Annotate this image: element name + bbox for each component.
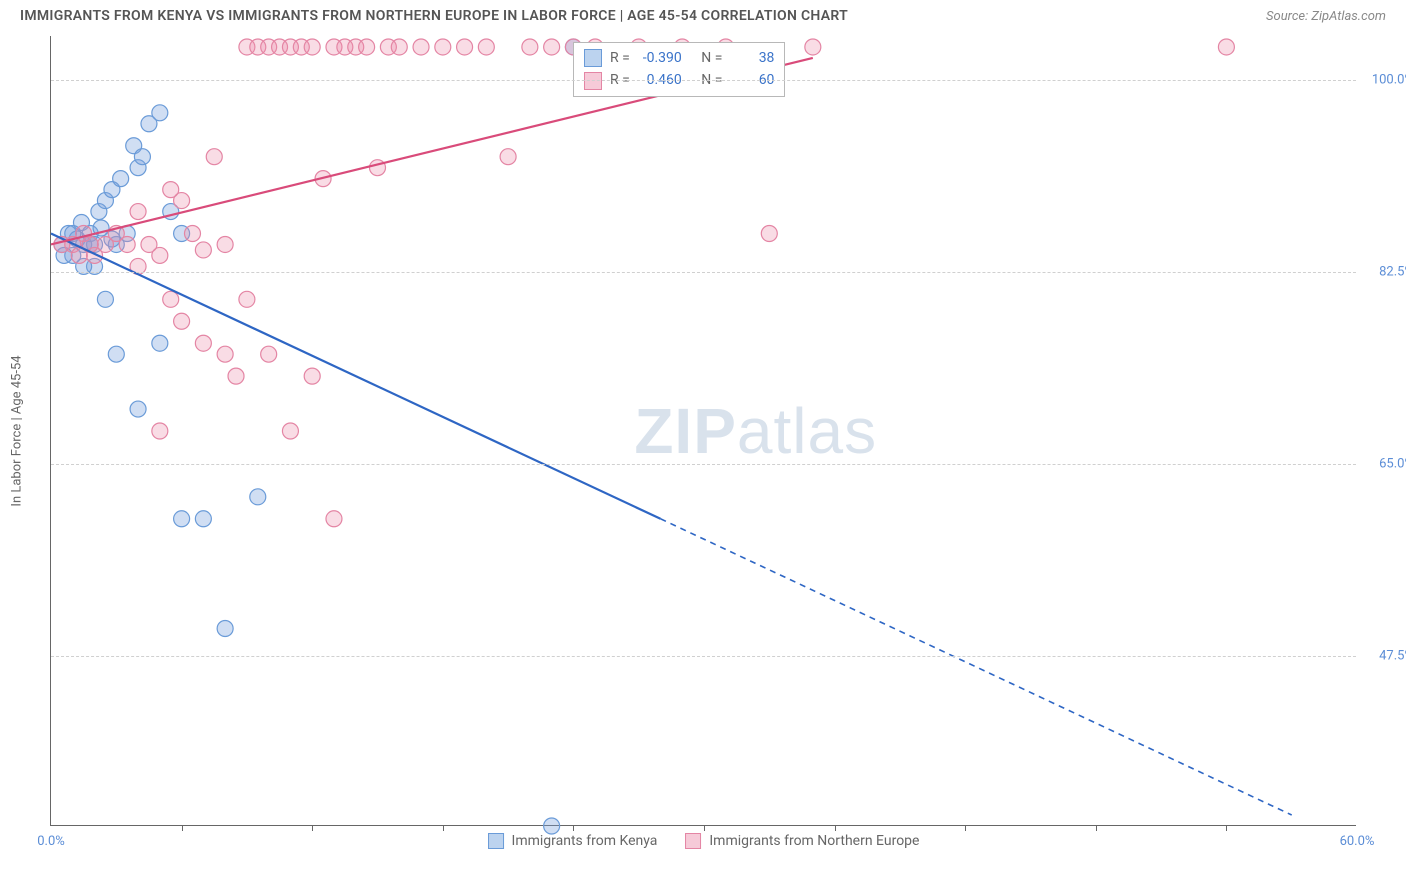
data-point <box>195 242 211 258</box>
x-tick <box>835 825 836 831</box>
regression-line-extrapolated <box>660 519 1291 815</box>
legend: Immigrants from Kenya Immigrants from No… <box>488 833 920 849</box>
data-point <box>134 149 150 165</box>
legend-item-kenya: Immigrants from Kenya <box>488 833 658 849</box>
gridline <box>51 464 1356 465</box>
data-point <box>108 346 124 362</box>
data-point <box>174 511 190 527</box>
data-point <box>217 346 233 362</box>
legend-swatch-neurope <box>685 833 701 849</box>
y-tick-label: 65.0% <box>1379 456 1406 471</box>
x-tick <box>1226 825 1227 831</box>
data-point <box>206 149 222 165</box>
data-point <box>228 368 244 384</box>
y-tick-label: 82.5% <box>1379 264 1406 279</box>
stats-n-label: N = <box>701 47 722 69</box>
y-axis-title: In Labor Force | Age 45-54 <box>10 355 25 506</box>
data-point <box>250 489 266 505</box>
stats-r-label: R = <box>610 47 630 69</box>
stats-n-kenya: 38 <box>730 47 774 69</box>
data-point <box>522 39 538 55</box>
data-point <box>805 39 821 55</box>
chart-area: ZIPatlas In Labor Force | Age 45-54 R = … <box>50 36 1356 826</box>
data-point <box>163 291 179 307</box>
data-point <box>304 39 320 55</box>
stats-r-kenya: -0.390 <box>638 47 682 69</box>
chart-header: IMMIGRANTS FROM KENYA VS IMMIGRANTS FROM… <box>0 0 1406 28</box>
gridline <box>51 656 1356 657</box>
data-point <box>152 105 168 121</box>
data-point <box>184 226 200 242</box>
legend-label-kenya: Immigrants from Kenya <box>512 833 658 849</box>
x-tick <box>704 825 705 831</box>
data-point <box>217 236 233 252</box>
x-tick <box>573 825 574 831</box>
data-point <box>174 193 190 209</box>
correlation-stats-box: R = -0.390 N = 38 R = 0.460 N = 60 <box>573 42 785 97</box>
data-point <box>119 236 135 252</box>
x-tick <box>443 825 444 831</box>
x-tick <box>965 825 966 831</box>
data-point <box>261 346 277 362</box>
data-point <box>239 291 255 307</box>
legend-label-neurope: Immigrants from Northern Europe <box>709 833 919 849</box>
data-point <box>174 313 190 329</box>
data-point <box>130 401 146 417</box>
data-point <box>217 621 233 637</box>
data-point <box>435 39 451 55</box>
data-point <box>359 39 375 55</box>
data-point <box>457 39 473 55</box>
data-point <box>195 511 211 527</box>
regression-line <box>51 234 660 519</box>
data-point <box>326 511 342 527</box>
gridline <box>51 272 1356 273</box>
x-tick-label: 60.0% <box>1340 834 1375 849</box>
data-point <box>478 39 494 55</box>
data-point <box>544 818 560 834</box>
data-point <box>1218 39 1234 55</box>
x-tick-label: 0.0% <box>37 834 65 849</box>
stats-row-kenya: R = -0.390 N = 38 <box>584 47 774 69</box>
data-point <box>304 368 320 384</box>
data-point <box>391 39 407 55</box>
data-point <box>152 423 168 439</box>
x-tick <box>182 825 183 831</box>
source-label: Source: ZipAtlas.com <box>1266 9 1386 24</box>
x-tick <box>1096 825 1097 831</box>
stats-swatch-kenya <box>584 49 602 67</box>
data-point <box>195 335 211 351</box>
data-point <box>130 204 146 220</box>
y-tick-label: 100.0% <box>1372 72 1406 87</box>
data-point <box>544 39 560 55</box>
data-point <box>97 291 113 307</box>
legend-item-neurope: Immigrants from Northern Europe <box>685 833 919 849</box>
legend-swatch-kenya <box>488 833 504 849</box>
data-point <box>500 149 516 165</box>
data-point <box>152 335 168 351</box>
scatter-plot-svg <box>51 36 1356 825</box>
data-point <box>282 423 298 439</box>
data-point <box>152 247 168 263</box>
chart-title: IMMIGRANTS FROM KENYA VS IMMIGRANTS FROM… <box>20 8 848 24</box>
data-point <box>113 171 129 187</box>
x-tick <box>312 825 313 831</box>
data-point <box>413 39 429 55</box>
y-tick-label: 47.5% <box>1379 648 1406 663</box>
gridline <box>51 80 1356 81</box>
data-point <box>761 226 777 242</box>
